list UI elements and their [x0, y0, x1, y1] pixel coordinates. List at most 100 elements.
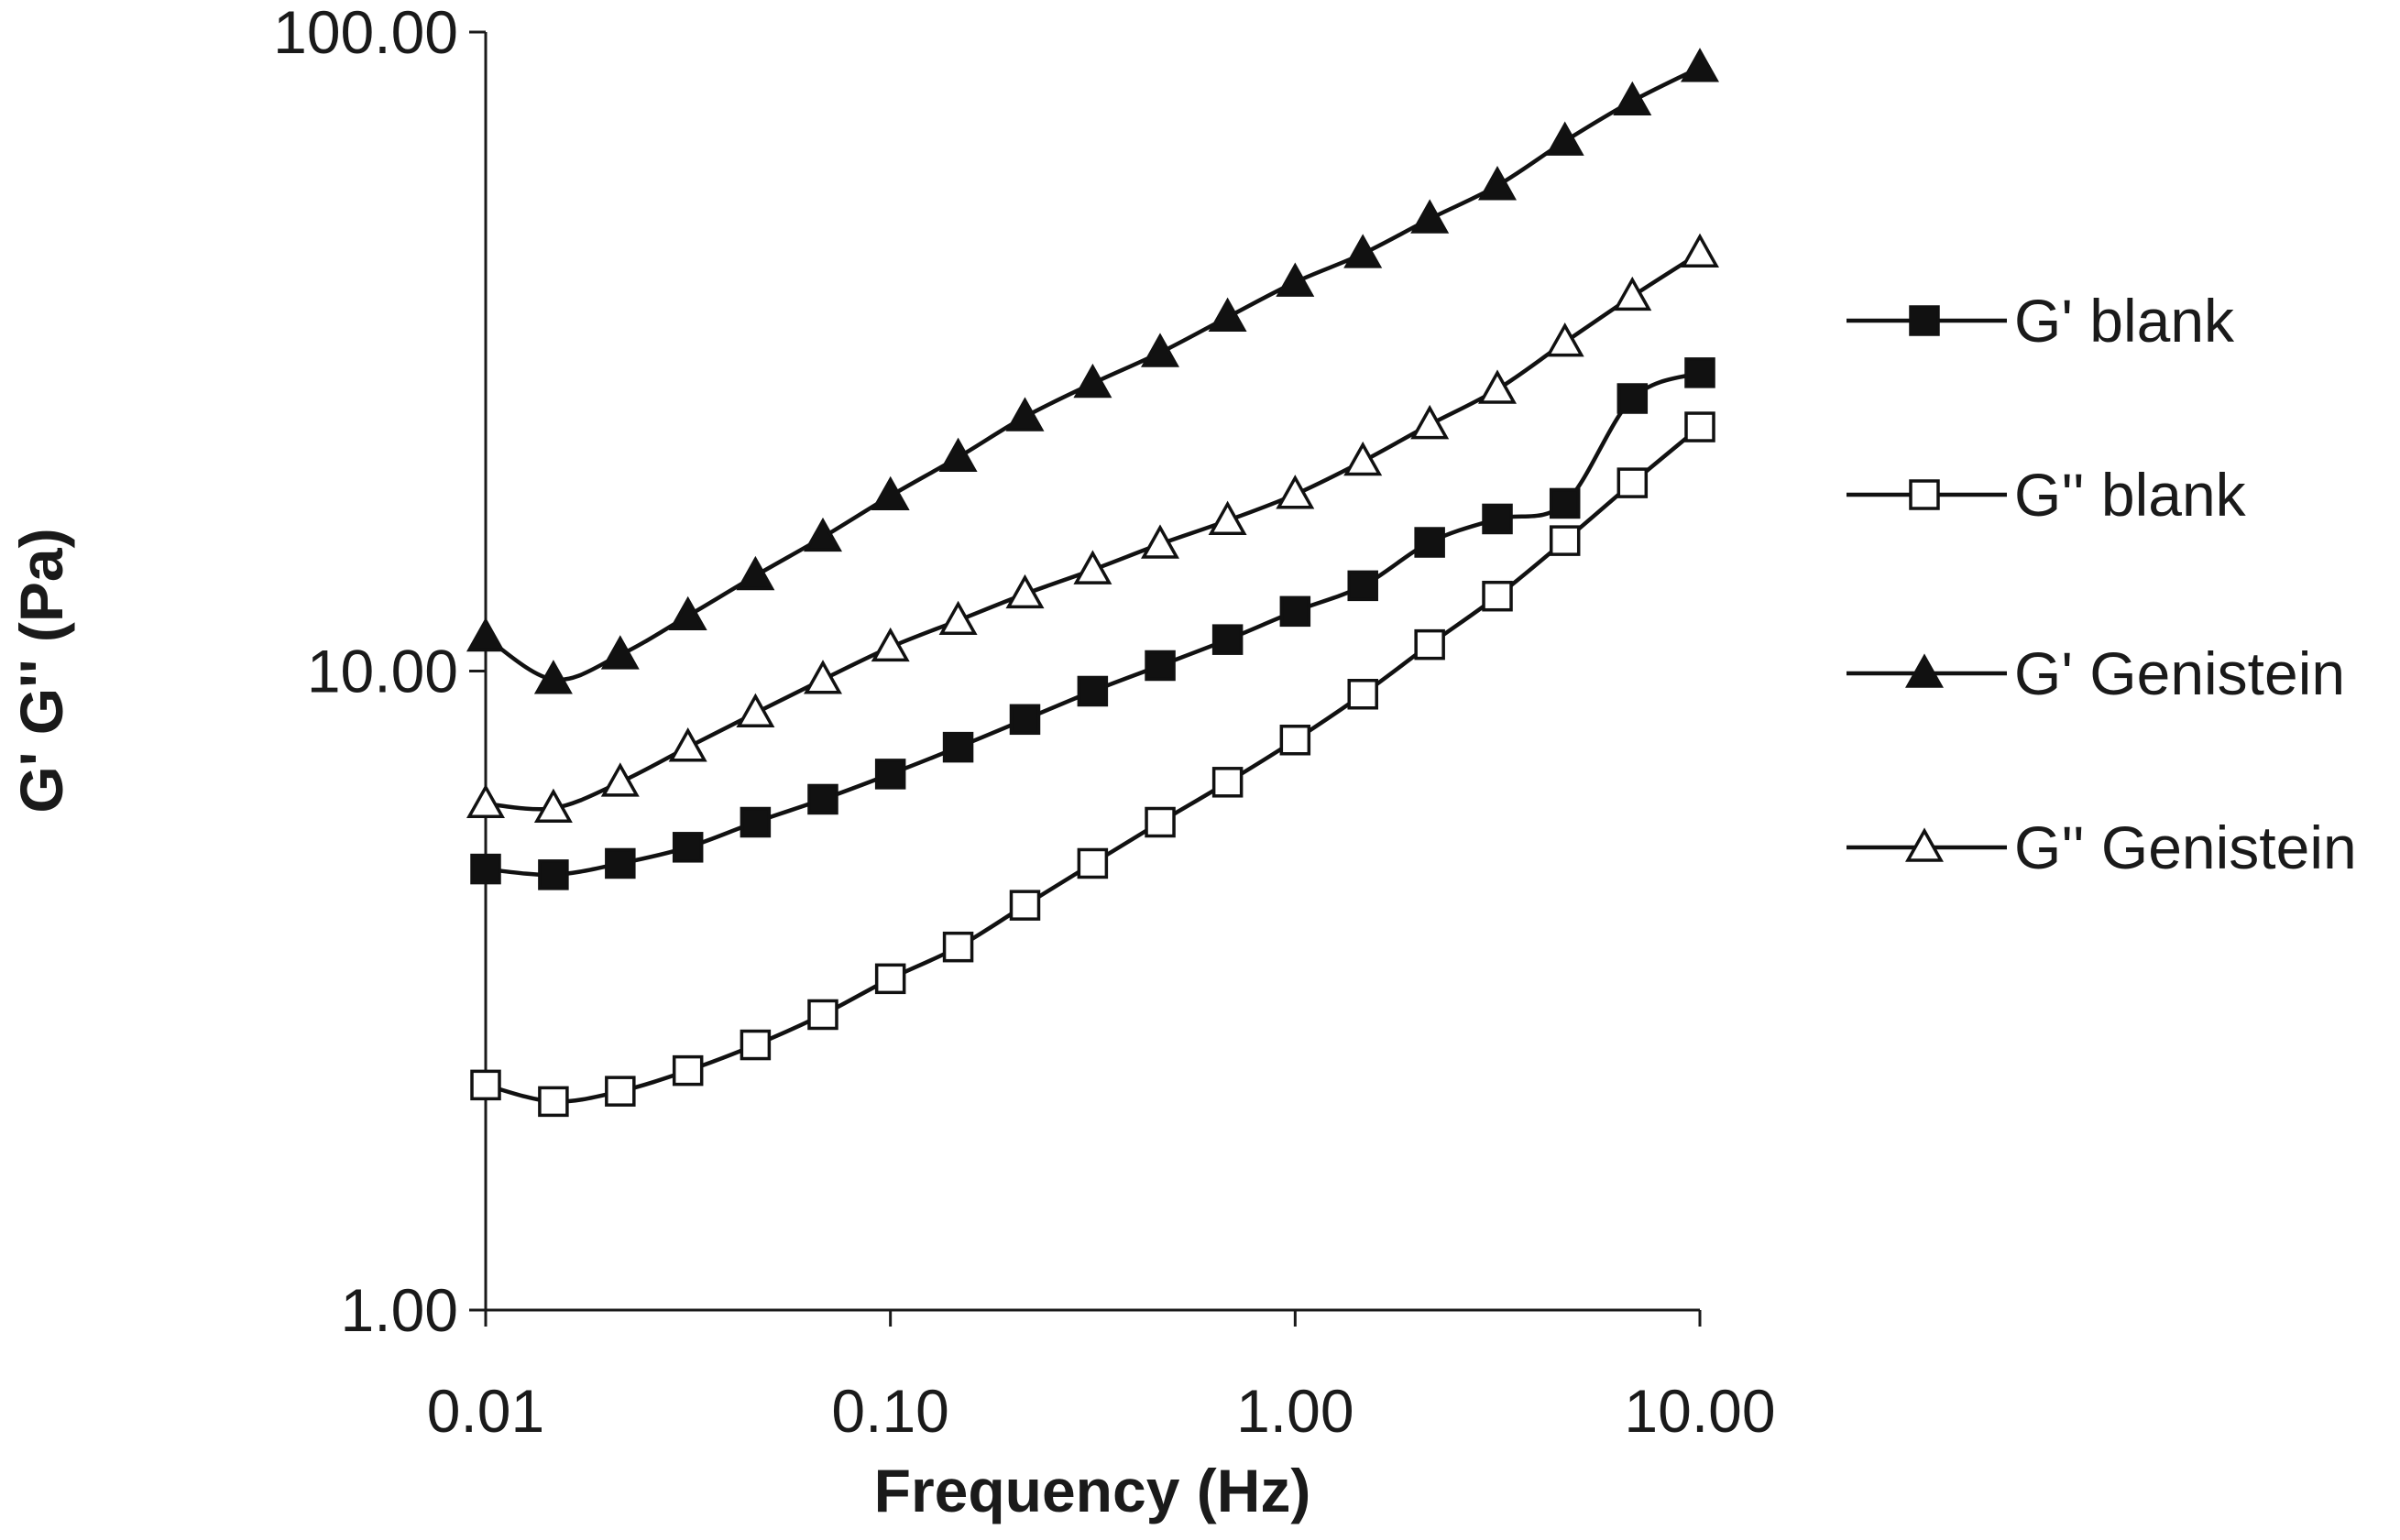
data-point [874, 963, 906, 995]
data-point [740, 1029, 772, 1061]
data-point [600, 635, 640, 670]
data-point [1145, 650, 1176, 682]
legend-item: G' Genistein [1847, 639, 2345, 707]
data-point [871, 475, 910, 511]
data-point [1347, 679, 1378, 710]
data-point [1545, 121, 1584, 156]
data-point [807, 783, 838, 815]
data-point [1414, 527, 1445, 558]
data-point [533, 660, 573, 694]
data-point [1145, 806, 1176, 838]
y-tick-label: 1.00 [341, 1276, 458, 1344]
data-point [672, 832, 704, 863]
data-point [1410, 199, 1450, 234]
data-point [736, 693, 775, 727]
data-point [942, 731, 974, 763]
legend-label: G'' blank [2014, 461, 2247, 529]
data-point [470, 1069, 501, 1101]
legend-item: G'' blank [1847, 461, 2247, 529]
x-tick-label: 0.01 [427, 1377, 544, 1445]
data-point [1279, 725, 1311, 756]
legend-marker [1905, 827, 1944, 862]
data-point [1613, 81, 1652, 116]
data-point [1208, 297, 1247, 332]
data-point [1478, 166, 1517, 201]
y-tick-label: 10.00 [307, 638, 458, 705]
data-point [871, 627, 910, 662]
data-point [1005, 573, 1045, 609]
y-tick-label: 100.00 [273, 0, 458, 66]
series-3 [466, 233, 1719, 824]
data-point [1077, 675, 1109, 707]
legend-label: G' blank [2014, 287, 2235, 355]
data-point [1276, 262, 1315, 297]
data-point [1681, 48, 1719, 82]
legend-item: G' blank [1847, 287, 2235, 355]
data-point [804, 517, 842, 552]
data-point [740, 806, 772, 838]
data-point [942, 931, 974, 963]
data-point [538, 1086, 569, 1118]
data-point [533, 788, 573, 824]
legend-item: G'' Genistein [1847, 814, 2357, 881]
data-point [1279, 595, 1311, 628]
x-tick-label: 10.00 [1624, 1377, 1775, 1445]
data-point [1347, 570, 1378, 602]
data-point [1208, 500, 1247, 536]
legend-marker [1905, 653, 1944, 688]
data-point [938, 437, 978, 473]
data-point [1616, 467, 1649, 498]
data-point [600, 762, 640, 797]
data-point [1681, 233, 1719, 268]
data-point [1684, 357, 1715, 388]
data-point [1141, 524, 1179, 559]
data-point [804, 660, 842, 694]
data-point [605, 1076, 636, 1107]
data-point [1410, 404, 1450, 440]
series-line [485, 251, 1702, 812]
data-point [874, 759, 906, 790]
data-point [1141, 333, 1179, 367]
axis-ticks [469, 30, 1702, 1327]
data-point [1684, 411, 1715, 442]
data-point [668, 727, 707, 762]
series-0 [470, 357, 1715, 890]
data-point [605, 847, 636, 879]
data-point [1077, 847, 1109, 879]
data-point [668, 595, 707, 631]
data-point [1343, 441, 1383, 476]
data-point [807, 999, 838, 1031]
series-1 [470, 411, 1715, 1118]
data-point [1613, 276, 1652, 311]
axes [484, 32, 1700, 1312]
y-axis-title: G' G'' (Pa) [7, 528, 75, 813]
legend-label: G' Genistein [2014, 639, 2345, 707]
series-line [485, 370, 1701, 878]
data-point [1009, 890, 1041, 921]
legend-label: G'' Genistein [2014, 814, 2357, 881]
data-point [470, 853, 501, 885]
data-point [736, 555, 775, 591]
data-point [1073, 550, 1112, 584]
x-tick-label: 0.10 [831, 1377, 948, 1445]
data-point [1549, 487, 1581, 519]
data-point [1211, 767, 1244, 798]
data-point [1005, 397, 1045, 431]
series-line [485, 425, 1702, 1104]
data-point [672, 1054, 704, 1087]
data-point [466, 783, 505, 819]
data-point [1482, 580, 1513, 612]
data-point [1482, 503, 1513, 535]
data-point [538, 859, 569, 890]
data-point [1478, 369, 1517, 404]
series-2 [466, 48, 1719, 694]
data-point [1276, 475, 1315, 509]
data-point [1343, 234, 1383, 268]
data-point [1211, 624, 1244, 655]
axis-tick-labels: 1.00 10.00 100.00 0.01 0.10 1.00 10.00 [273, 0, 1775, 1445]
data-point [1545, 322, 1584, 357]
legend: G' blank G'' blank G' Genistein G'' Geniste… [1847, 287, 2357, 881]
x-tick-label: 1.00 [1236, 1377, 1353, 1445]
legend-marker [1909, 305, 1940, 336]
